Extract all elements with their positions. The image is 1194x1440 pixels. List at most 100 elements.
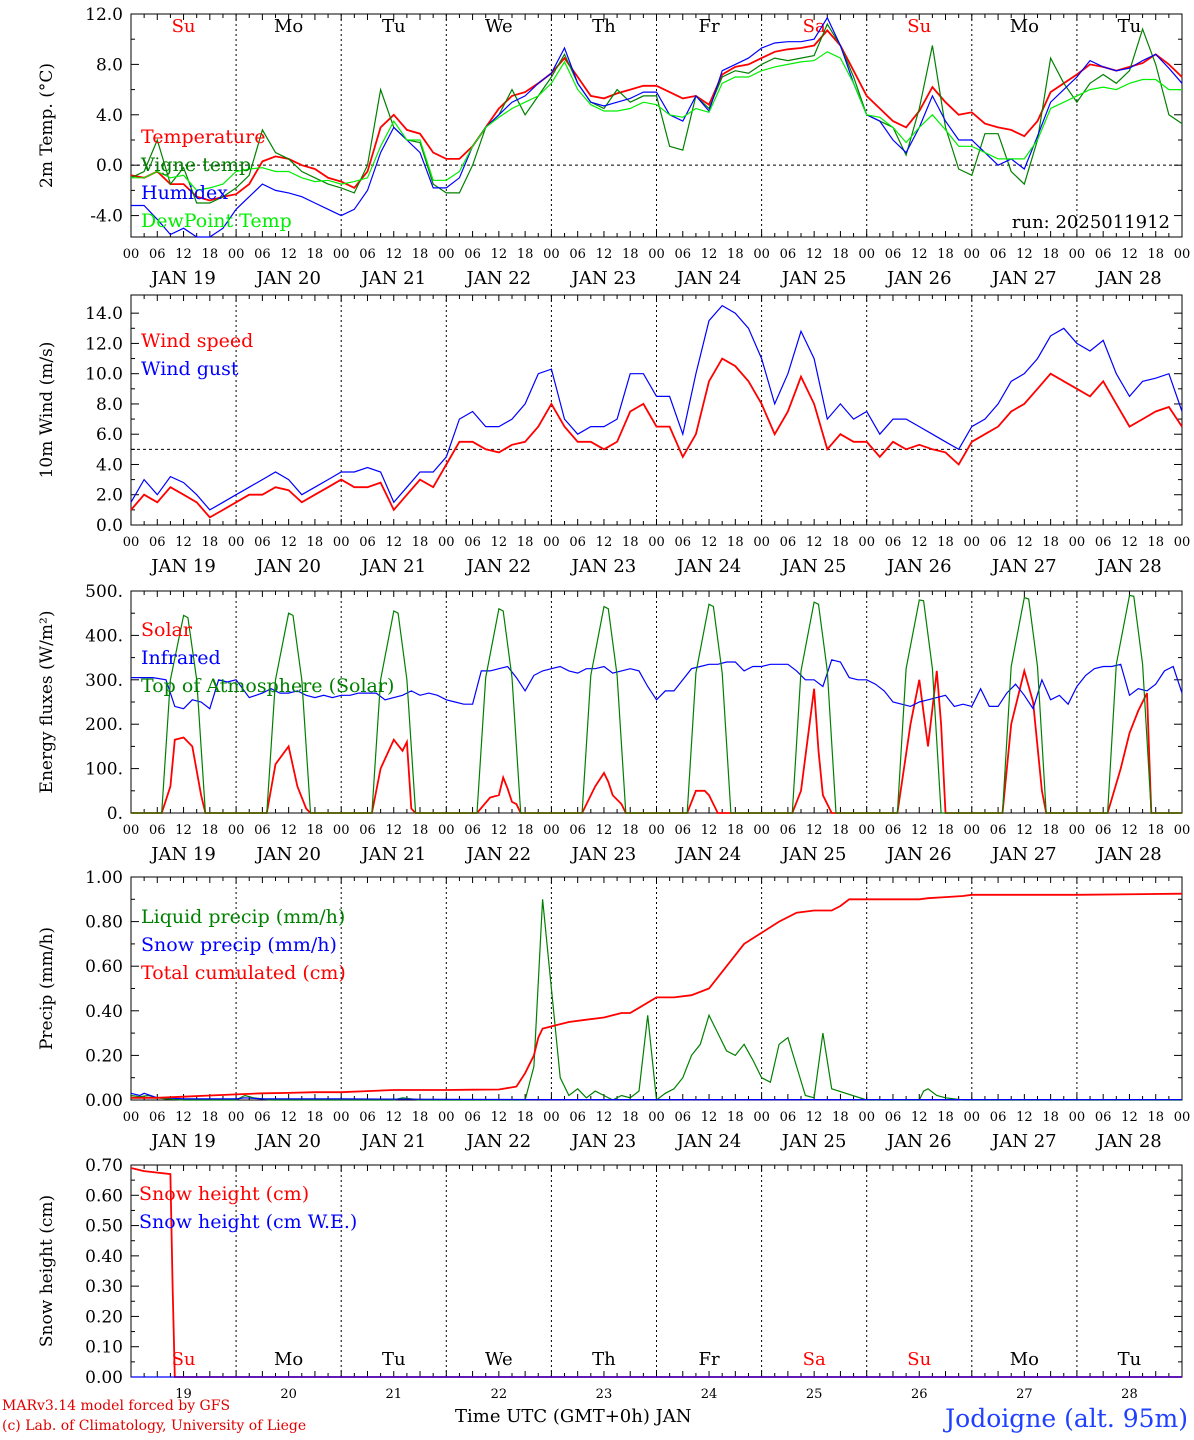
hour-tick-label: 18 — [307, 823, 324, 838]
date-label: JAN 23 — [570, 844, 637, 865]
weekday-label: Tu — [1118, 1349, 1142, 1370]
date-label: JAN 25 — [780, 844, 847, 865]
hour-tick-label: 06 — [149, 535, 166, 550]
hour-tick-label: 12 — [701, 247, 718, 262]
hour-tick-label: 00 — [858, 247, 875, 262]
date-label: 26 — [911, 1387, 928, 1398]
hour-tick-label: 06 — [464, 823, 481, 838]
date-label: JAN 28 — [1095, 1131, 1162, 1152]
hour-tick-label: 12 — [175, 535, 192, 550]
hour-tick-label: 00 — [333, 247, 350, 262]
hour-tick-label: 00 — [753, 823, 770, 838]
y-tick-label: 200. — [85, 715, 123, 735]
hour-tick-label: 18 — [727, 823, 744, 838]
y-tick-label: 4.0 — [96, 106, 123, 126]
date-label: JAN 21 — [359, 556, 426, 577]
hour-tick-label: 00 — [1069, 535, 1086, 550]
weekday-label: Th — [592, 1349, 616, 1370]
date-label: JAN 27 — [990, 844, 1057, 865]
hour-tick-label: 12 — [175, 823, 192, 838]
hour-tick-label: 00 — [543, 247, 560, 262]
weekday-label: Su — [907, 1349, 931, 1370]
hour-tick-label: 18 — [1042, 247, 1059, 262]
date-label: JAN 26 — [885, 268, 952, 289]
y-tick-label: 0.10 — [85, 1338, 123, 1358]
y-axis-label: 10m Wind (m/s) — [37, 342, 57, 479]
hour-tick-label: 12 — [1016, 1110, 1033, 1125]
weekday-label: Tu — [382, 1349, 406, 1370]
hour-tick-label: 06 — [569, 823, 586, 838]
hour-tick-label: 00 — [543, 1110, 560, 1125]
legend-entry: Snow height (cm W.E.) — [139, 1211, 357, 1233]
hour-tick-label: 18 — [412, 247, 429, 262]
hour-tick-label: 06 — [254, 535, 271, 550]
hour-tick-label: 06 — [675, 247, 692, 262]
hour-tick-label: 18 — [307, 247, 324, 262]
hour-tick-label: 18 — [307, 1110, 324, 1125]
hour-tick-label: 00 — [753, 1110, 770, 1125]
y-tick-label: 0.40 — [85, 1247, 123, 1267]
date-label: JAN 20 — [254, 1131, 321, 1152]
hour-tick-label: 06 — [464, 247, 481, 262]
legend-entry: Humidex — [141, 182, 228, 204]
date-label: JAN 21 — [359, 1131, 426, 1152]
hour-tick-label: 06 — [1095, 247, 1112, 262]
hour-tick-label: 18 — [517, 823, 534, 838]
hour-tick-label: 00 — [1174, 535, 1191, 550]
hour-tick-label: 18 — [1042, 823, 1059, 838]
hour-tick-label: 12 — [1121, 535, 1138, 550]
weekday-label: Fr — [699, 1349, 720, 1370]
hour-tick-label: 12 — [596, 535, 613, 550]
run-label: run: 2025011912 — [1012, 212, 1170, 233]
hour-tick-label: 00 — [123, 247, 140, 262]
hour-tick-label: 00 — [123, 1110, 140, 1125]
weekday-label: We — [485, 1349, 513, 1370]
hour-tick-label: 00 — [858, 823, 875, 838]
date-label: 24 — [701, 1387, 718, 1398]
legend-entry: Liquid precip (mm/h) — [141, 906, 345, 928]
hour-tick-label: 06 — [1095, 823, 1112, 838]
legend-entry: Total cumulated (cm) — [141, 962, 346, 984]
hour-tick-label: 12 — [385, 247, 402, 262]
hour-tick-label: 00 — [438, 247, 455, 262]
legend-entry: Snow height (cm) — [139, 1183, 309, 1205]
hour-tick-label: 12 — [806, 823, 823, 838]
hour-tick-label: 06 — [1095, 535, 1112, 550]
hour-tick-label: 12 — [1016, 247, 1033, 262]
date-label: JAN 25 — [780, 556, 847, 577]
hour-tick-label: 00 — [1174, 823, 1191, 838]
date-label: JAN 23 — [570, 1131, 637, 1152]
series-line — [130, 899, 1182, 1102]
hour-tick-label: 00 — [648, 247, 665, 262]
hour-tick-label: 18 — [937, 823, 954, 838]
hour-tick-label: 06 — [359, 247, 376, 262]
hour-tick-label: 06 — [149, 1110, 166, 1125]
hour-tick-label: 00 — [1069, 1110, 1086, 1125]
hour-tick-label: 12 — [280, 1110, 297, 1125]
date-label: 23 — [596, 1387, 613, 1398]
hour-tick-label: 00 — [648, 535, 665, 550]
y-tick-label: 400. — [85, 626, 123, 646]
hour-tick-label: 00 — [964, 1110, 981, 1125]
hour-tick-label: 00 — [1174, 247, 1191, 262]
hour-tick-label: 00 — [1174, 1110, 1191, 1125]
hour-tick-label: 12 — [1121, 247, 1138, 262]
hour-tick-label: 12 — [806, 1110, 823, 1125]
hour-tick-label: 18 — [832, 823, 849, 838]
hour-tick-label: 12 — [491, 1110, 508, 1125]
hour-tick-label: 00 — [438, 535, 455, 550]
hour-tick-label: 12 — [385, 823, 402, 838]
hour-tick-label: 00 — [753, 535, 770, 550]
hour-tick-label: 00 — [333, 1110, 350, 1125]
hour-tick-label: 18 — [1147, 823, 1164, 838]
hour-tick-label: 00 — [228, 535, 245, 550]
y-tick-label: 8.0 — [96, 55, 123, 75]
legend-entry: Vigne temp — [140, 154, 251, 176]
date-label: JAN 27 — [990, 1131, 1057, 1152]
hour-tick-label: 06 — [990, 535, 1007, 550]
hour-tick-label: 18 — [622, 823, 639, 838]
credit-model: MARv3.14 model forced by GFS — [2, 1398, 231, 1414]
y-tick-label: 0.50 — [85, 1217, 123, 1237]
hour-tick-label: 12 — [1121, 823, 1138, 838]
hour-tick-label: 12 — [280, 247, 297, 262]
